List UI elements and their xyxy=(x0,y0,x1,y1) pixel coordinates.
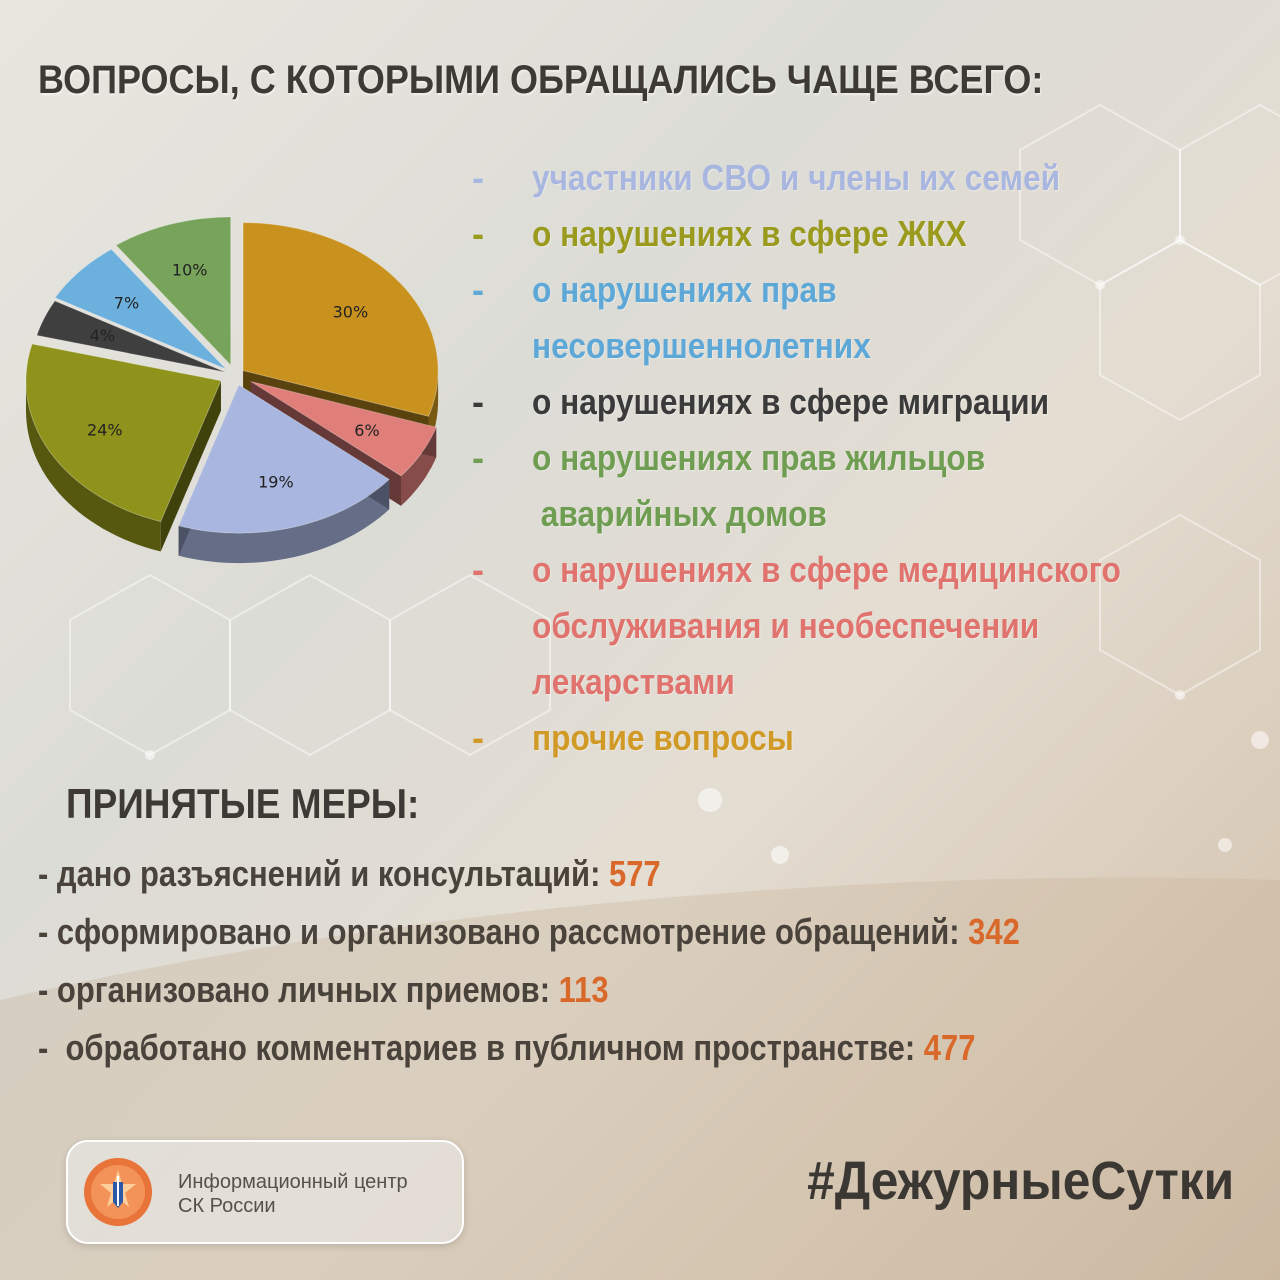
legend-dash: - xyxy=(472,717,484,758)
legend-label: о нарушениях в сфере ЖКХ xyxy=(532,206,967,262)
logo-line-1: Информационный центр xyxy=(178,1171,408,1193)
legend-item: - о нарушениях в сфере ЖКХ xyxy=(470,206,1026,262)
measure-value: 477 xyxy=(923,1027,976,1068)
pie-data-label: 19% xyxy=(258,473,294,492)
measure-value: 342 xyxy=(968,911,1020,952)
measures-title: ПРИНЯТЫЕ МЕРЫ: xyxy=(66,780,420,827)
measure-label: - обработано комментариев в публичном пр… xyxy=(38,1027,924,1068)
legend-item: - о нарушениях в сфере миграции xyxy=(470,374,1120,430)
sk-russia-emblem-icon xyxy=(84,1158,152,1226)
measure-value: 113 xyxy=(558,969,609,1010)
legend-label: о нарушениях в сфере медицинского обслужи… xyxy=(532,542,1121,710)
logo-line-2: СК России xyxy=(178,1195,276,1217)
legend-item: - прочие вопросы xyxy=(470,710,830,766)
pie-data-label: 7% xyxy=(114,294,139,313)
pie-slice-side xyxy=(178,479,390,564)
pie-slice xyxy=(25,343,222,523)
legend-label: о нарушениях прав несовершеннолетних xyxy=(532,262,871,374)
legend-label-line: о нарушениях прав xyxy=(532,269,837,310)
legend-dash: - xyxy=(472,549,484,590)
pie-slice-cut xyxy=(160,380,221,552)
pie-slice xyxy=(177,384,391,534)
legend-label-line: прочие вопросы xyxy=(532,717,794,758)
legend-dash: - xyxy=(472,269,484,310)
pie-slice xyxy=(115,216,232,367)
legend-label-line: о нарушениях в сфере медицинского xyxy=(532,549,1121,590)
legend-dash: - xyxy=(472,437,484,478)
legend-label-line: о нарушениях в сфере миграции xyxy=(532,381,1050,422)
legend-label-line: лекарствами xyxy=(532,661,735,702)
legend-item: - о нарушениях прав жильцов аварийных дом… xyxy=(470,430,1047,542)
measure-label: - организовано личных приемов: xyxy=(38,969,559,1010)
legend-label-line: аварийных домов xyxy=(532,493,827,534)
pie-data-label: 6% xyxy=(354,421,379,440)
legend-label-line: о нарушениях прав жильцов xyxy=(532,437,986,478)
legend-label: участники СВО и члены их семей xyxy=(532,150,1060,206)
legend-item: - участники СВО и члены их семей xyxy=(470,150,1132,206)
pie-data-label: 4% xyxy=(90,326,115,345)
legend-dash: - xyxy=(472,157,484,198)
pie-slice xyxy=(250,381,437,477)
page-title: ВОПРОСЫ, С КОТОРЫМИ ОБРАЩАЛИСЬ ЧАЩЕ ВСЕГ… xyxy=(38,58,1044,102)
measure-item: - организовано личных приемов: 113 xyxy=(38,968,609,1012)
pie-data-label: 30% xyxy=(333,302,369,321)
legend-dash: - xyxy=(472,213,484,254)
legend-label: о нарушениях в сфере миграции xyxy=(532,374,1049,430)
pie-chart: 30% 6% 19% 24% 4% 7% 10% xyxy=(25,216,439,564)
legend-dash: - xyxy=(472,381,484,422)
hashtag: #ДежурныеСутки xyxy=(806,1151,1234,1211)
legend-label-line: участники СВО и члены их семей xyxy=(532,157,1061,198)
pie-slice-side xyxy=(26,380,161,552)
logo-badge: Информационный центр СК России xyxy=(66,1140,464,1244)
legend-label: прочие вопросы xyxy=(532,710,794,766)
pie-data-label: 24% xyxy=(87,420,123,439)
pie-slice xyxy=(36,300,226,373)
measure-label: - дано разъяснений и консультаций: xyxy=(38,853,609,894)
pie-data-label: 10% xyxy=(172,260,208,279)
legend-label: о нарушениях прав жильцов аварийных домо… xyxy=(532,430,985,542)
measure-item: - дано разъяснений и консультаций: 577 xyxy=(38,852,661,896)
legend-item: - о нарушениях в сфере медицинского обслуж… xyxy=(470,542,1201,710)
measure-item: - обработано комментариев в публичном пр… xyxy=(38,1026,975,1070)
legend-label-line: обслуживания и необеспечении xyxy=(532,605,1040,646)
legend-label-line: о нарушениях в сфере ЖКХ xyxy=(532,213,967,254)
measure-value: 577 xyxy=(608,853,661,894)
pie-slice xyxy=(242,222,439,417)
legend-label-line: несовершеннолетних xyxy=(532,325,871,366)
measure-item: - сформировано и организовано рассмотрен… xyxy=(38,910,1020,954)
legend-item: - о нарушениях прав несовершеннолетних xyxy=(470,262,917,374)
measure-label: - сформировано и организовано рассмотрен… xyxy=(38,911,969,952)
pie-slice xyxy=(54,248,227,370)
